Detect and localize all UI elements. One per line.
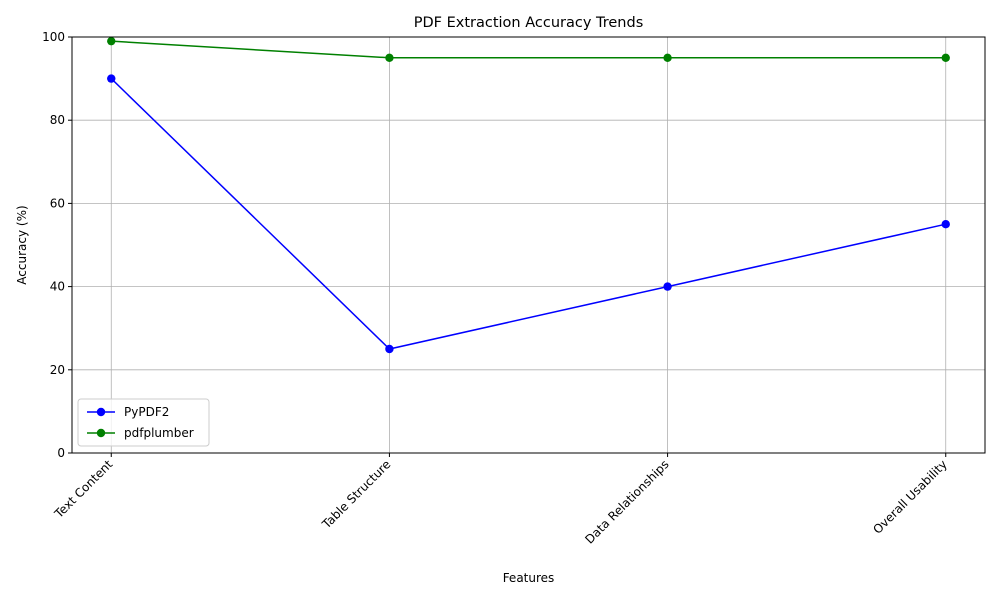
grid-lines	[72, 36, 985, 454]
data-point-pypdf2	[663, 282, 672, 291]
x-axis-title: Features	[503, 571, 555, 585]
y-tick-label: 80	[50, 113, 65, 127]
x-tick-label: Overall Usability	[870, 457, 950, 537]
legend-marker-pypdf2	[96, 407, 106, 417]
data-point-pdfplumber	[941, 53, 950, 62]
x-tick-label: Data Relationships	[582, 457, 671, 546]
y-tick-label: 0	[57, 446, 65, 460]
series-line-pdfplumber	[111, 40, 946, 59]
x-axis-ticks: Text Content Table Structure Data Relation…	[51, 453, 950, 547]
data-point-pdfplumber	[385, 53, 394, 62]
data-point-pypdf2	[385, 344, 394, 354]
series-layer	[107, 36, 950, 354]
y-tick-label: 100	[42, 30, 65, 44]
data-point-pypdf2	[107, 74, 116, 83]
data-point-pypdf2	[941, 220, 950, 229]
y-axis-title: Accuracy (%)	[15, 205, 29, 284]
data-point-pdfplumber	[107, 36, 116, 46]
legend-label-pypdf2: PyPDF2	[124, 405, 169, 419]
legend: PyPDF2 pdfplumber	[77, 398, 210, 447]
y-tick-label: 60	[50, 196, 65, 210]
legend-marker-pdfplumber	[96, 428, 106, 438]
series-line-pypdf2	[110, 78, 946, 350]
y-axis-ticks: 0 20 40 60 80 100	[42, 30, 72, 460]
chart-title: PDF Extraction Accuracy Trends	[414, 15, 644, 31]
y-tick-label: 40	[50, 280, 65, 294]
y-tick-label: 20	[50, 363, 65, 377]
legend-box	[77, 398, 210, 447]
plot-frame	[71, 36, 986, 454]
x-tick-label: Table Structure	[319, 457, 394, 532]
legend-label-pdfplumber: pdfplumber	[124, 426, 194, 440]
data-point-pdfplumber	[663, 53, 672, 62]
x-tick-label: Text Content	[51, 457, 115, 521]
